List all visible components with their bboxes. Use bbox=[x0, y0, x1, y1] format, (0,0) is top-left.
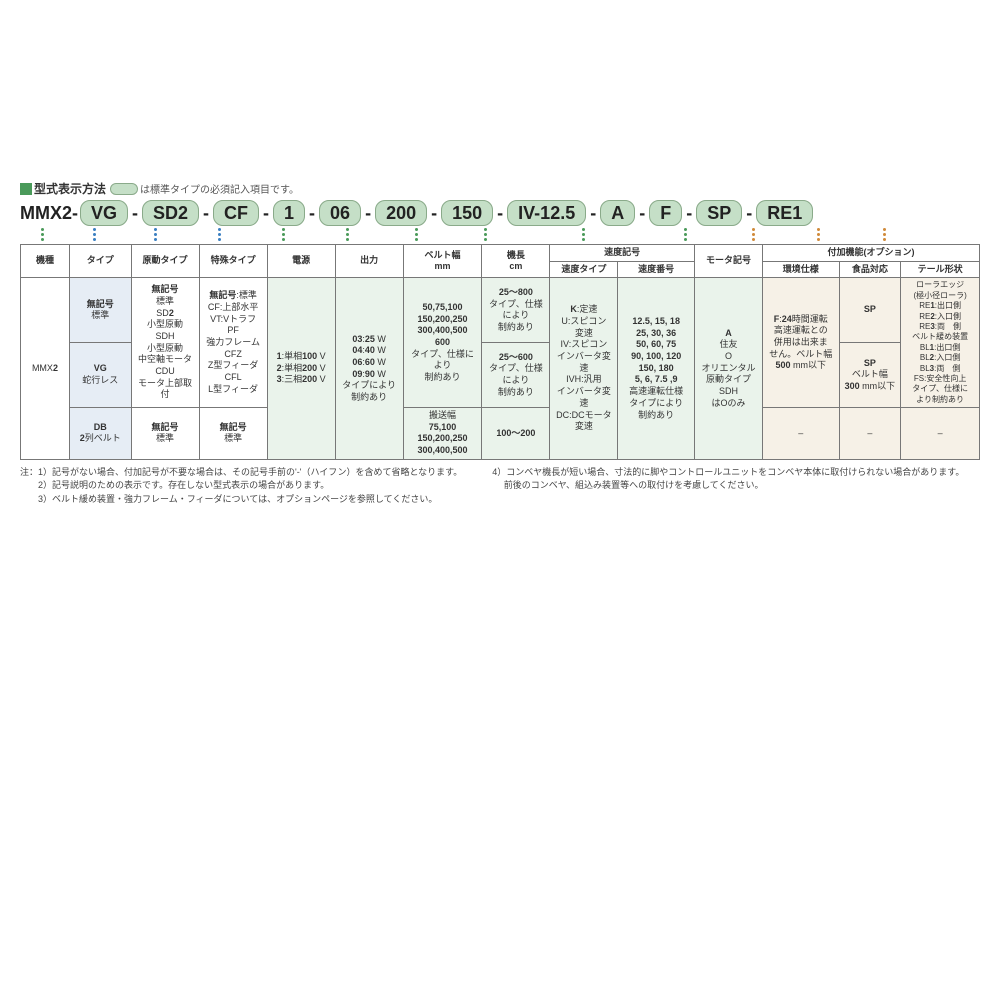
note-line: 注：1）記号がない場合、付加記号が不要な場合は、その記号手前の'-'（ハイフン）… bbox=[20, 466, 462, 480]
table-cell: A住友Oオリエンタル原動タイプSDHはOのみ bbox=[694, 278, 762, 459]
table-cell: – bbox=[763, 408, 840, 460]
note-line: 2）記号説明のための表示です。存在しない型式表示の場合があります。 bbox=[20, 479, 462, 493]
table-cell: 03:25 W04:40 W06:60 W09:90 Wタイプにより制約あり bbox=[335, 278, 403, 459]
connector-dots bbox=[752, 226, 755, 241]
dash: - bbox=[744, 203, 754, 223]
model-segment: SP bbox=[696, 200, 742, 226]
model-segment: RE1 bbox=[756, 200, 813, 226]
table-cell: 無記号標準 bbox=[131, 408, 199, 460]
connector-dots bbox=[484, 226, 487, 241]
model-segment: CF bbox=[213, 200, 259, 226]
col-header: 電源 bbox=[267, 245, 335, 278]
table-cell: 無記号:標準CF:上部水平VT:VトラフPF強力フレームCFZZ型フィーダCFL… bbox=[199, 278, 267, 408]
table-cell: SP bbox=[839, 278, 901, 343]
dash: - bbox=[363, 203, 373, 223]
col-header: 原動タイプ bbox=[131, 245, 199, 278]
note-line: 3）ベルト緩め装置・強力フレーム・フィーダについては、オプションページを参照して… bbox=[20, 493, 462, 507]
dash: - bbox=[637, 203, 647, 223]
dash: - bbox=[201, 203, 211, 223]
table-cell: 25～800タイプ、仕様により制約あり bbox=[482, 278, 550, 343]
model-segment: A bbox=[600, 200, 635, 226]
dash: - bbox=[495, 203, 505, 223]
connector-dots bbox=[218, 226, 221, 241]
dash: - bbox=[684, 203, 694, 223]
connector-dots bbox=[582, 226, 585, 241]
col-header: ベルト幅mm bbox=[403, 245, 482, 278]
connector-dots bbox=[684, 226, 687, 241]
table-body: MMX2無記号標準無記号標準SD2小型原動SDH小型原動中空軸モータCDUモータ… bbox=[21, 278, 980, 459]
notes-right: 4）コンベヤ機長が短い場合、寸法的に脚やコントロールユニットをコンベヤ本体に取付… bbox=[492, 466, 964, 507]
connector-dots bbox=[883, 226, 886, 241]
page-title: 型式表示方法 bbox=[34, 180, 106, 197]
table-cell: 搬送幅75,100150,200,250300,400,500 bbox=[403, 408, 482, 460]
table-cell: DB2列ベルト bbox=[69, 408, 131, 460]
col-subheader: テール形状 bbox=[901, 261, 980, 278]
dash: - bbox=[429, 203, 439, 223]
model-segment: 150 bbox=[441, 200, 493, 226]
col-header: 速度記号 bbox=[550, 245, 695, 262]
dash: - bbox=[261, 203, 271, 223]
col-subheader: 速度タイプ bbox=[550, 261, 618, 278]
model-segment: VG bbox=[80, 200, 128, 226]
table-cell: SPベルト幅300 mm以下 bbox=[839, 343, 901, 408]
spec-table: 機種タイプ原動タイプ特殊タイプ電源出力ベルト幅mm機長cm速度記号モータ記号付加… bbox=[20, 244, 980, 460]
table-cell: 無記号標準 bbox=[199, 408, 267, 460]
col-subheader: 環境仕様 bbox=[763, 261, 840, 278]
header-row-1: 機種タイプ原動タイプ特殊タイプ電源出力ベルト幅mm機長cm速度記号モータ記号付加… bbox=[21, 245, 980, 262]
col-header: 付加機能(オプション) bbox=[763, 245, 980, 262]
table-cell: 無記号標準 bbox=[69, 278, 131, 343]
connector-dots bbox=[282, 226, 285, 241]
table-cell: – bbox=[839, 408, 901, 460]
model-segment: 1 bbox=[273, 200, 305, 226]
table-cell: ローラエッジ(極小径ローラ)RE1:出口側RE2:入口側RE3:両 側ベルト緩め… bbox=[901, 278, 980, 408]
table-cell: 25～600タイプ、仕様により制約あり bbox=[482, 343, 550, 408]
col-header: モータ記号 bbox=[694, 245, 762, 278]
note-line: 4）コンベヤ機長が短い場合、寸法的に脚やコントロールユニットをコンベヤ本体に取付… bbox=[492, 466, 964, 480]
col-header: 機種 bbox=[21, 245, 70, 278]
model-segment: 200 bbox=[375, 200, 427, 226]
model-prefix: MMX2- bbox=[20, 203, 78, 224]
model-segment: F bbox=[649, 200, 682, 226]
connector-dots-row bbox=[20, 226, 980, 240]
model-segment: 06 bbox=[319, 200, 361, 226]
dash: - bbox=[130, 203, 140, 223]
connector-dots bbox=[41, 226, 44, 241]
table-cell: – bbox=[901, 408, 980, 460]
table-cell: 1:単相100 V2:単相200 V3:三相200 V bbox=[267, 278, 335, 459]
table-cell: 12.5, 15, 1825, 30, 3650, 60, 7590, 100,… bbox=[618, 278, 695, 459]
connector-dots bbox=[154, 226, 157, 241]
footnotes: 注：1）記号がない場合、付加記号が不要な場合は、その記号手前の'-'（ハイフン）… bbox=[20, 466, 980, 507]
table-cell: 100～200 bbox=[482, 408, 550, 460]
col-header: 特殊タイプ bbox=[199, 245, 267, 278]
dash: - bbox=[588, 203, 598, 223]
model-segment: IV-12.5 bbox=[507, 200, 586, 226]
table-cell: 無記号標準SD2小型原動SDH小型原動中空軸モータCDUモータ上部取付 bbox=[131, 278, 199, 408]
title-note-text: は標準タイプの必須記入項目です。 bbox=[140, 181, 299, 196]
connector-dots bbox=[346, 226, 349, 241]
connector-dots bbox=[415, 226, 418, 241]
connector-dots bbox=[93, 226, 96, 241]
model-segment: SD2 bbox=[142, 200, 199, 226]
dash: - bbox=[307, 203, 317, 223]
notes-left: 注：1）記号がない場合、付加記号が不要な場合は、その記号手前の'-'（ハイフン）… bbox=[20, 466, 462, 507]
pill-icon bbox=[110, 183, 138, 195]
connector-dots bbox=[817, 226, 820, 241]
col-header: タイプ bbox=[69, 245, 131, 278]
table-cell: 50,75,100150,200,250300,400,500600タイプ、仕様… bbox=[403, 278, 482, 408]
col-subheader: 速度番号 bbox=[618, 261, 695, 278]
title-note: は標準タイプの必須記入項目です。 bbox=[110, 181, 299, 196]
title-square-icon bbox=[20, 183, 32, 195]
col-header: 機長cm bbox=[482, 245, 550, 278]
model-code-row: MMX2- VG-SD2-CF-1-06-200-150-IV-12.5-A-F… bbox=[20, 203, 980, 224]
table-cell: MMX2 bbox=[21, 278, 70, 459]
col-subheader: 食品対応 bbox=[839, 261, 901, 278]
table-cell: K:定速U:スピコン変速IV:スピコンインバータ変速IVH:汎用インバータ変速D… bbox=[550, 278, 618, 459]
table-cell: VG蛇行レス bbox=[69, 343, 131, 408]
title-row: 型式表示方法 は標準タイプの必須記入項目です。 bbox=[20, 180, 980, 197]
table-cell: F:24時間運転高速運転との併用は出来ません。ベルト幅500 mm以下 bbox=[763, 278, 840, 408]
note-line: 前後のコンベヤ、組込み装置等への取付けを考慮してください。 bbox=[492, 479, 964, 493]
col-header: 出力 bbox=[335, 245, 403, 278]
